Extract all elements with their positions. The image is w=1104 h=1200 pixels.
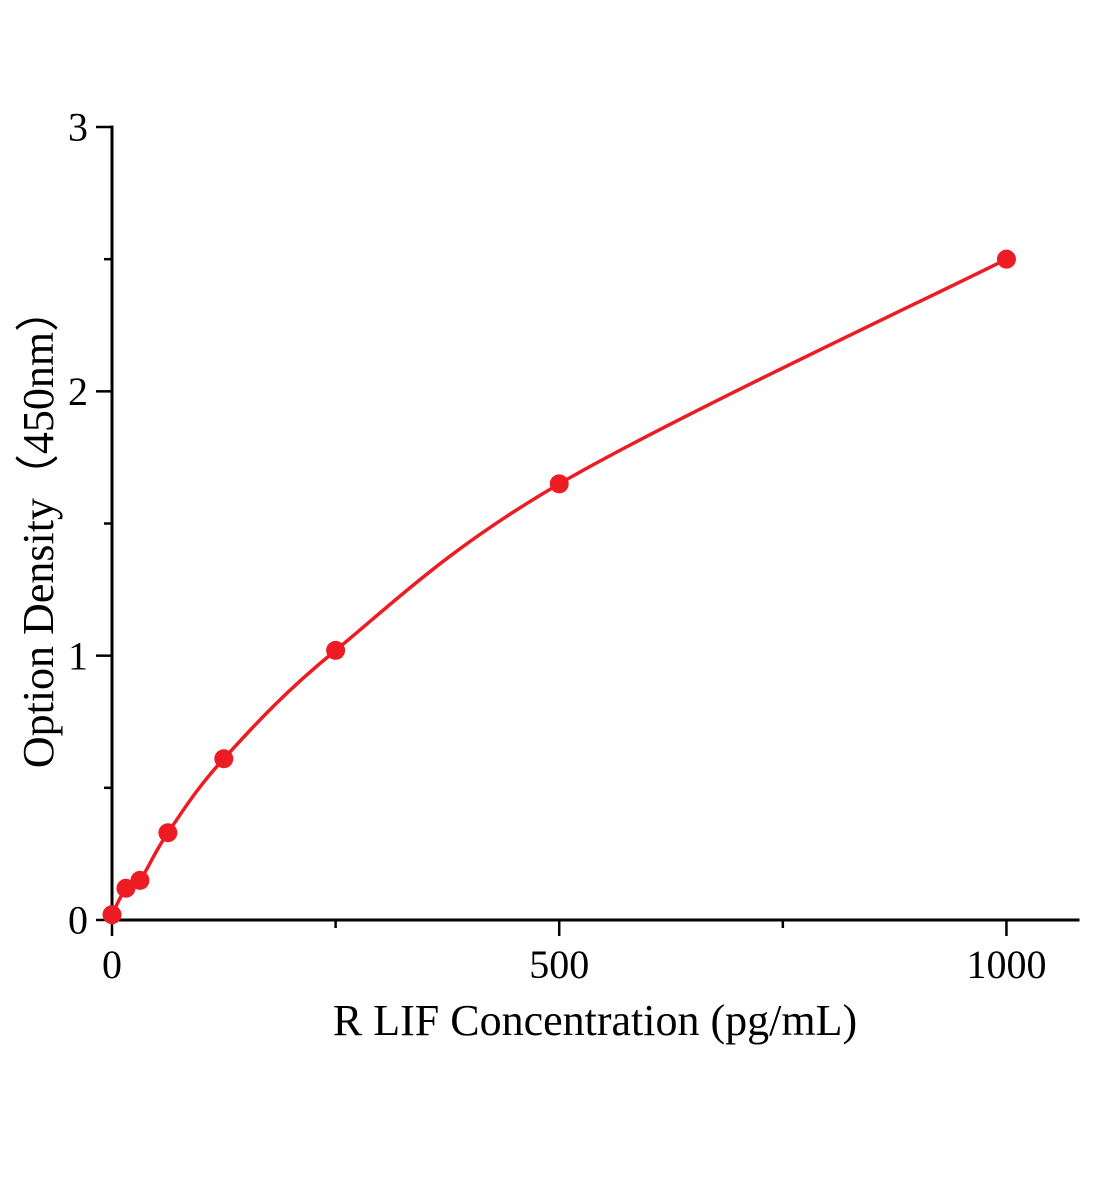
y-tick-label: 1: [68, 633, 88, 678]
data-point: [102, 905, 122, 925]
data-point: [326, 640, 346, 660]
x-tick-label: 0: [102, 942, 122, 987]
data-point: [130, 870, 150, 890]
x-tick-label: 1000: [966, 942, 1046, 987]
curve-path: [110, 257, 1008, 916]
data-point: [158, 823, 178, 843]
data-point: [116, 878, 136, 898]
y-tick-label: 3: [68, 105, 88, 150]
data-point: [996, 249, 1016, 269]
y-axis-title: Option Density（450nm）: [14, 287, 63, 769]
y-tick-label: 2: [68, 369, 88, 414]
x-tick-label: 500: [529, 942, 589, 987]
data-point: [549, 474, 569, 494]
data-point: [214, 749, 234, 769]
y-tick-label: 0: [68, 898, 88, 943]
x-axis-title: R LIF Concentration (pg/mL): [332, 996, 858, 1045]
